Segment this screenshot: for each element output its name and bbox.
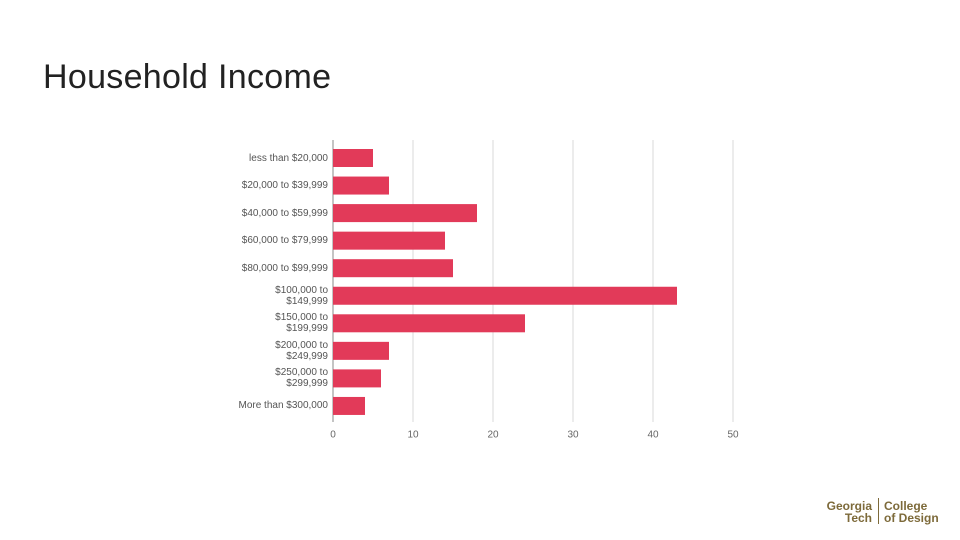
y-tick-label: $60,000 to $79,999 bbox=[241, 235, 328, 247]
bar bbox=[333, 286, 677, 305]
y-tick-label: $200,000 to $249,999 bbox=[275, 339, 328, 362]
y-tick-label: $40,000 to $59,999 bbox=[241, 207, 328, 219]
logo-left: Georgia Tech bbox=[810, 500, 872, 524]
y-tick-label: More than $300,000 bbox=[238, 400, 328, 412]
bar bbox=[333, 341, 389, 360]
bar bbox=[333, 369, 381, 388]
logo-text: of Design bbox=[884, 511, 939, 525]
x-tick-label: 0 bbox=[330, 430, 336, 441]
logo-text: Georgia bbox=[826, 499, 872, 513]
logo-right: College of Design bbox=[884, 500, 939, 524]
y-tick-label: $100,000 to $149,999 bbox=[275, 284, 328, 307]
x-tick-label: 10 bbox=[407, 430, 419, 441]
x-tick-label: 20 bbox=[487, 430, 499, 441]
logo-divider bbox=[878, 498, 879, 524]
logo-text: College bbox=[884, 499, 928, 513]
bar bbox=[333, 314, 525, 333]
y-tick-label: less than $20,000 bbox=[249, 152, 328, 164]
bar bbox=[333, 204, 477, 223]
bar bbox=[333, 259, 453, 278]
y-tick-label: $20,000 to $39,999 bbox=[241, 180, 328, 192]
y-tick-label: $150,000 to $199,999 bbox=[275, 312, 328, 335]
y-tick-label: $250,000 to $299,999 bbox=[275, 367, 328, 390]
x-tick-label: 50 bbox=[727, 430, 739, 441]
logo-text: Tech bbox=[844, 511, 872, 525]
x-tick-label: 30 bbox=[567, 430, 579, 441]
bar bbox=[333, 149, 373, 167]
bar bbox=[333, 396, 365, 415]
bar bbox=[333, 231, 445, 250]
y-tick-label: $80,000 to $99,999 bbox=[241, 262, 328, 274]
bar bbox=[333, 176, 389, 195]
slide-title: Household Income bbox=[43, 58, 332, 96]
x-tick-label: 40 bbox=[647, 430, 659, 441]
